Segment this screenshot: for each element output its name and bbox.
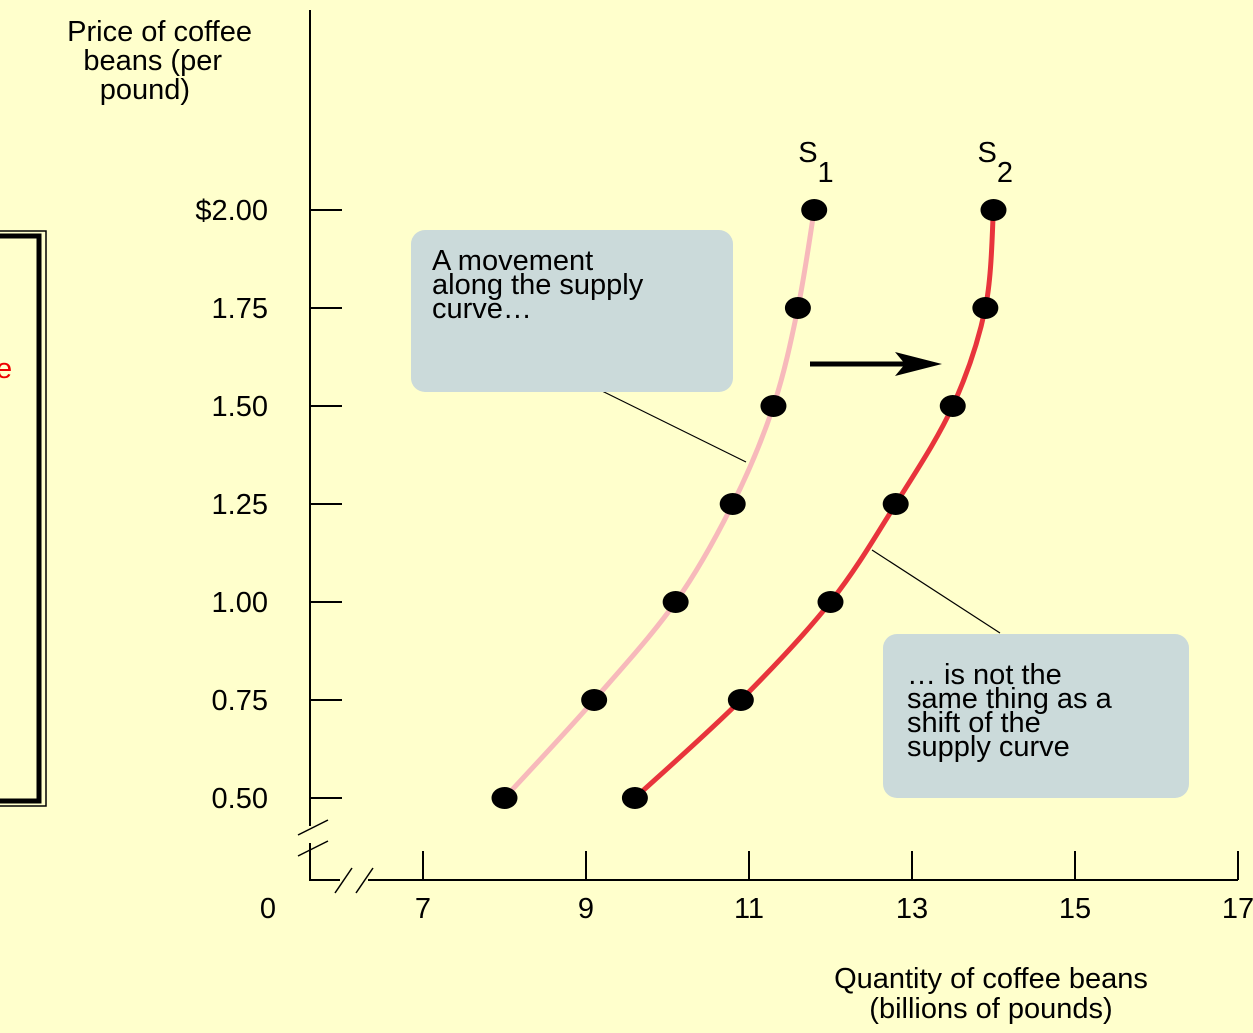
series-label: S2: [978, 137, 1013, 189]
data-point: [939, 395, 966, 417]
annotation-box: [883, 634, 1189, 798]
x-break: [334, 867, 353, 894]
y-tick-label: 1.75: [212, 293, 268, 325]
y-tick-label: $2.00: [195, 195, 268, 227]
y-tick-label: 1.50: [212, 391, 268, 423]
annotation-text: supply curve: [907, 731, 1070, 763]
y-tick-label: 0.75: [212, 685, 268, 717]
side-panel-inner: [0, 233, 42, 804]
y-axis-label: pound): [100, 74, 190, 106]
data-point: [621, 787, 648, 809]
series-name: S: [978, 137, 997, 169]
data-point: [784, 297, 811, 319]
x-tick-label: 7: [415, 893, 431, 925]
origin-label: 0: [260, 893, 276, 925]
y-tick-label: 1.25: [212, 489, 268, 521]
x-axis-label: Quantity of coffee beans: [834, 963, 1148, 995]
annotation-text: curve…: [432, 293, 532, 325]
series-label: S1: [798, 137, 833, 189]
data-point: [882, 493, 909, 515]
y-break: [297, 840, 329, 857]
data-point: [817, 591, 844, 613]
data-point: [980, 199, 1007, 221]
series-name: S: [798, 137, 817, 169]
leader-line: [871, 549, 1001, 634]
y-axis-label: Price of coffee: [67, 16, 252, 48]
y-tick-label: 0.50: [212, 783, 268, 815]
data-point: [727, 689, 754, 711]
annotation-text: A movement: [432, 245, 593, 277]
data-point: [719, 493, 746, 515]
annotation-text: shift of the: [907, 707, 1041, 739]
data-point: [581, 689, 608, 711]
x-break: [355, 867, 374, 894]
data-point: [972, 297, 999, 319]
x-tick-label: 13: [896, 893, 928, 925]
x-axis-label: (billions of pounds): [869, 993, 1112, 1025]
x-tick-label: 9: [578, 893, 594, 925]
y-axis-lower: [309, 843, 340, 881]
data-point: [662, 591, 689, 613]
series-subscript: 2: [997, 157, 1013, 189]
side-fragment: e: [0, 353, 12, 385]
data-point: [760, 395, 787, 417]
y-axis-label: beans (per: [83, 45, 222, 77]
leader-line: [599, 389, 747, 463]
annotation-box: [411, 230, 733, 392]
series-subscript: 1: [818, 157, 834, 189]
x-tick-label: 15: [1059, 893, 1091, 925]
annotation-text: same thing as a: [907, 683, 1113, 715]
side-panel-outer: [0, 230, 47, 807]
data-point: [801, 199, 828, 221]
y-tick-label: 1.00: [212, 587, 268, 619]
shift-arrowhead: [895, 352, 942, 376]
annotation-text: … is not the: [907, 659, 1062, 691]
annotation-text: along the supply: [432, 269, 644, 301]
x-tick-label: 11: [734, 893, 764, 925]
x-tick-label: 17: [1222, 893, 1253, 925]
y-break: [297, 819, 329, 836]
data-point: [491, 787, 518, 809]
